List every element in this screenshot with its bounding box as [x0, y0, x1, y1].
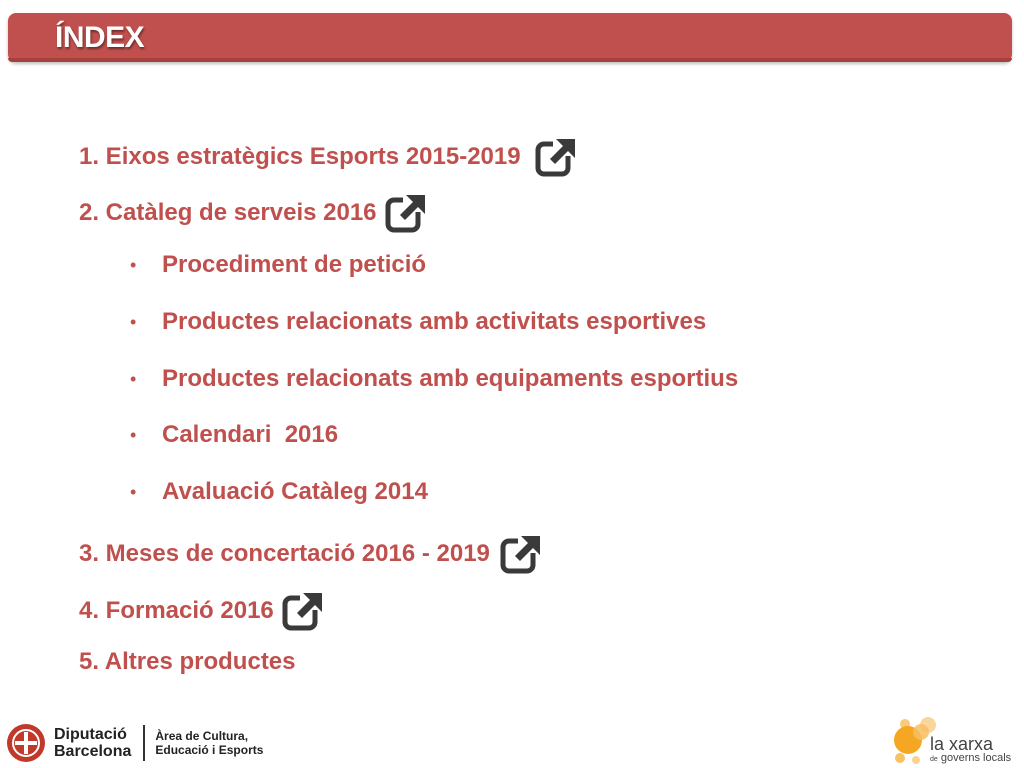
- item-label[interactable]: 4. Formació 2016: [79, 597, 274, 624]
- xarxa-prefix: de: [930, 756, 938, 763]
- list-item: Calendari 2016: [162, 420, 338, 450]
- item-label: Productes relacionats amb equipaments es…: [162, 365, 739, 392]
- list-item: 2. Catàleg de serveis 2016: [79, 192, 427, 234]
- footer-divider: [143, 725, 146, 761]
- list-item: 1. Eixos estratègics Esports 2015-2019: [79, 136, 577, 178]
- xarxa-main-text: la xarxa: [930, 734, 994, 754]
- bullet-icon: •: [130, 312, 137, 332]
- list-item: Avaluació Catàleg 2014: [162, 477, 428, 507]
- area-line2: Educació i Esports: [155, 743, 264, 757]
- footer-org: Diputació Barcelona Àrea de Cultura, Edu…: [6, 722, 263, 764]
- xarxa-sub-label: governs locals: [940, 752, 1012, 764]
- item-label[interactable]: 1. Eixos estratègics Esports 2015-2019: [79, 143, 521, 170]
- xarxa-sub-text: de governs locals: [930, 752, 1011, 766]
- external-link-icon[interactable]: [385, 192, 427, 234]
- item-label[interactable]: 2. Catàleg de serveis 2016: [79, 199, 377, 226]
- item-label: Avaluació Catàleg 2014: [162, 478, 428, 505]
- item-label: Calendari 2016: [162, 421, 339, 448]
- item-label: 5. Altres productes: [79, 648, 296, 675]
- list-item: 3. Meses de concertació 2016 - 2019: [79, 533, 542, 575]
- area-line1: Àrea de Cultura,: [155, 729, 249, 743]
- list-item: 4. Formació 2016: [79, 590, 324, 632]
- item-label: Procediment de petició: [162, 251, 427, 278]
- list-item: Productes relacionats amb activitats esp…: [162, 307, 706, 337]
- external-link-icon[interactable]: [282, 590, 324, 632]
- org-line2: Barcelona: [54, 743, 132, 760]
- diputacio-logo-icon: [7, 724, 45, 762]
- area-name: Àrea de Cultura, Educació i Esports: [155, 729, 263, 757]
- bullet-icon: •: [130, 482, 137, 502]
- item-label[interactable]: 3. Meses de concertació 2016 - 2019: [79, 540, 490, 567]
- bullet-icon: •: [130, 369, 137, 389]
- page-title: ÍNDEX: [55, 21, 145, 54]
- list-item: Productes relacionats amb equipaments es…: [162, 364, 738, 394]
- org-line1: Diputació: [54, 726, 127, 743]
- org-name: Diputació Barcelona: [54, 726, 131, 760]
- xarxa-dots-icon: [894, 717, 936, 764]
- list-item: Procediment de petició: [162, 250, 426, 280]
- external-link-icon[interactable]: [500, 533, 542, 575]
- list-item: 5. Altres productes: [79, 647, 296, 677]
- bullet-icon: •: [130, 255, 137, 275]
- title-bar: ÍNDEX: [8, 13, 1012, 62]
- external-link-icon[interactable]: [535, 136, 577, 178]
- item-label: Productes relacionats amb activitats esp…: [162, 308, 707, 335]
- xarxa-logo: la xarxa de governs locals: [888, 710, 1018, 766]
- bullet-icon: •: [130, 425, 137, 445]
